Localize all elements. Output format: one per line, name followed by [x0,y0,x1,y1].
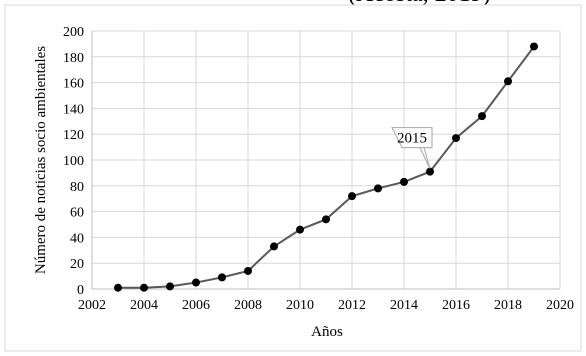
y-tick-label: 0 [77,283,84,298]
data-point [452,134,460,143]
data-point [426,167,434,176]
data-point [478,112,486,121]
y-tick-label: 120 [63,128,84,143]
data-point [244,266,252,275]
y-tick-label: 200 [63,25,84,40]
data-point [400,177,408,186]
y-tick-label: 60 [70,206,84,221]
x-tick-label: 2014 [390,298,418,313]
data-point [504,77,512,86]
x-axis-label: Años [311,324,343,340]
annotation-callout-box [391,127,433,169]
y-axis-label: Número de noticias socio ambientales [33,46,49,274]
y-tick-labels: 0 20 40 60 80 100 120 140 160 180 200 [63,25,84,298]
x-tick-label: 2002 [78,298,106,313]
data-point [530,42,538,51]
annotations: 2015 [391,127,433,169]
cropped-header-text: (Acosta, 2019) [0,0,586,24]
y-tick-label: 160 [63,77,84,92]
annotation-label: 2015 [397,131,427,147]
x-tick-label: 2018 [494,298,522,313]
x-tick-label: 2008 [234,298,262,313]
y-tick-label: 20 [70,257,84,272]
data-point [218,273,226,282]
data-point [166,282,174,291]
x-tick-label: 2016 [442,298,470,313]
x-tick-labels: 2002 2004 2006 2008 2010 2012 2014 2016 2018 2020 [78,298,574,313]
x-tick-label: 2010 [286,298,314,313]
x-tick-label: 2020 [546,298,574,313]
x-tick-label: 2004 [130,298,158,313]
data-point [270,242,278,251]
header-fragment: (Acosta, 2019) [348,0,491,8]
data-point [374,184,382,193]
y-tick-label: 40 [70,231,84,246]
series-group [114,42,538,292]
data-point [140,283,148,292]
y-tick-label: 140 [63,102,84,117]
data-point [322,215,330,224]
data-point [348,192,356,201]
x-tick-label: 2006 [182,298,210,313]
y-tick-label: 180 [63,51,84,66]
data-point [296,225,304,234]
chart-frame [4,4,582,352]
data-point [114,283,122,292]
y-tick-label: 100 [63,154,84,169]
y-tick-label: 80 [70,180,84,195]
x-tick-label: 2012 [338,298,366,313]
data-point [192,278,200,287]
